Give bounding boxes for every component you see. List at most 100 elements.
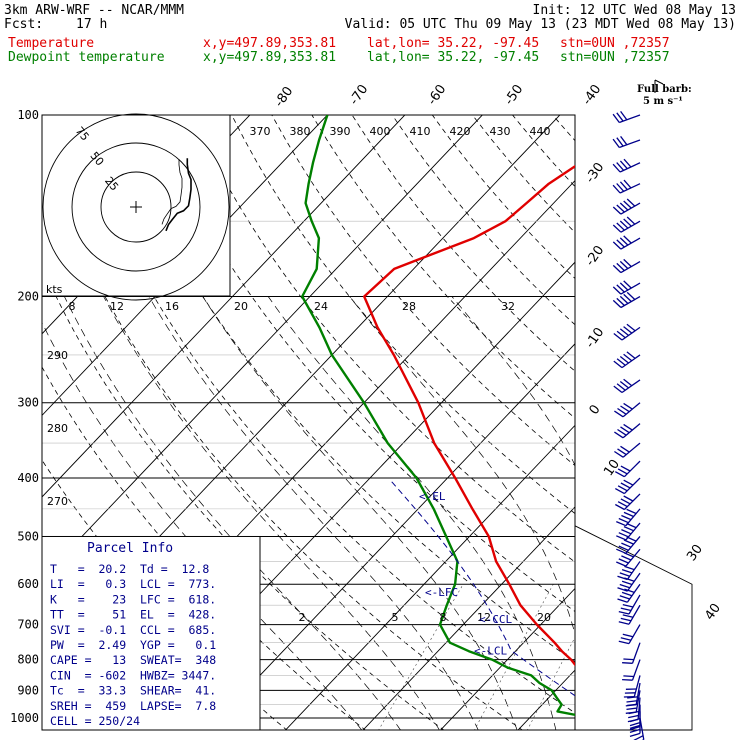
- pressure-label: 200: [17, 290, 39, 304]
- mixing-ratio-label: 2: [299, 611, 306, 624]
- wind-barb-feather: [614, 488, 625, 495]
- wind-barb-feather: [612, 113, 620, 123]
- parcel-info-frame: [41, 535, 261, 731]
- wind-barb-feather: [616, 383, 626, 391]
- level-marker: <-LFC: [425, 586, 458, 599]
- isotherm-label: 0: [587, 402, 604, 417]
- parcel-info-row: Tc = 33.3 SHEAR= 41.: [50, 684, 216, 698]
- wind-barb-feather: [616, 239, 625, 248]
- isotherm-line: [517, 669, 575, 730]
- wind-barb-feather: [623, 495, 634, 502]
- dry-adiabat-line: [472, 115, 575, 234]
- level-marker: <-EL: [419, 490, 446, 503]
- wind-barb-feather: [626, 216, 636, 225]
- wind-barb: [618, 594, 641, 615]
- wind-barb: [622, 659, 641, 681]
- dry-adiabat-line: [673, 115, 740, 731]
- wind-barb: [629, 711, 641, 738]
- wind-barb-feather: [620, 405, 630, 413]
- wind-barb-feather: [616, 183, 625, 192]
- isotherm-line: [207, 343, 575, 730]
- barb-legend-line2: 5 m s⁻¹: [643, 96, 683, 107]
- wind-barb-feather: [629, 732, 641, 738]
- wind-barb: [612, 291, 641, 309]
- theta-e-label: 12: [110, 300, 124, 313]
- dry-adiabat-line: [42, 149, 523, 730]
- wind-barb-feather: [628, 714, 639, 719]
- isotherm-line: [42, 115, 483, 580]
- wind-barb-staff: [620, 282, 641, 295]
- wind-barb-feather: [622, 662, 633, 664]
- dry-adiabat-line: [713, 115, 740, 731]
- pressure-label: 700: [17, 618, 39, 632]
- wind-barb-feather: [614, 471, 625, 478]
- wind-barb-feather: [613, 332, 623, 341]
- wind-barb-feather: [620, 607, 632, 612]
- wind-barb-feather: [627, 703, 638, 707]
- parcel-info-row: CIN = -602 HWBZ= 3447.: [50, 668, 216, 682]
- hodograph-ring: [42, 113, 230, 301]
- theta-label: 290: [47, 349, 68, 362]
- theta-label: 410: [410, 125, 431, 138]
- wind-barb: [618, 624, 641, 645]
- temperature-legend-name: Temperature: [8, 36, 95, 51]
- wind-barb-staff: [620, 237, 641, 250]
- wind-barb-feather: [616, 297, 625, 306]
- wind-barb-feather: [621, 529, 632, 535]
- parcel-info-row: LI = 0.3 LCL = 773.: [50, 577, 216, 591]
- wind-barb: [616, 548, 641, 567]
- wind-barb: [614, 402, 641, 418]
- isotherm-label: 30: [684, 542, 706, 564]
- wind-barb-feather: [617, 428, 627, 436]
- hodograph-units: kts: [46, 283, 63, 296]
- wind-barb: [612, 235, 641, 250]
- parcel-info-row: SREH = 459 LAPSE= 7.8: [50, 699, 216, 713]
- wind-barb-feather: [623, 539, 634, 545]
- wind-barb-staff: [620, 202, 641, 215]
- wind-barb-feather: [623, 423, 633, 431]
- wind-barb-feather: [618, 517, 629, 524]
- wind-barb-feather: [624, 565, 635, 571]
- pressure-label: 100: [17, 108, 39, 122]
- isotherm-line: [439, 587, 575, 730]
- theta-label: 380: [290, 125, 311, 138]
- wind-barb: [612, 179, 641, 194]
- sounding-profiles: [301, 115, 575, 717]
- wind-barb-feather: [623, 402, 633, 410]
- theta-label: 420: [450, 125, 471, 138]
- dry-adiabat-line: [593, 115, 740, 731]
- wind-barb-feather: [616, 112, 624, 122]
- wind-barb-feather: [616, 330, 626, 339]
- isotherm-label: -30: [583, 160, 607, 186]
- mixing-ratio-label: 20: [537, 611, 551, 624]
- wind-barb-feather: [613, 360, 623, 369]
- theta-label: 370: [250, 125, 271, 138]
- wind-barb-feather: [619, 202, 629, 211]
- wind-barb-feather: [619, 583, 630, 589]
- parcel-path: [389, 479, 575, 697]
- wind-barb-feather: [612, 299, 622, 308]
- wind-barb: [612, 216, 641, 233]
- wind-barb-feather: [619, 572, 630, 577]
- mixing-ratio-line: [638, 584, 707, 731]
- wind-barb-feather: [616, 284, 625, 293]
- mixing-ratio-line: [378, 584, 464, 730]
- wind-barb: [617, 583, 641, 603]
- pressure-label: 300: [17, 396, 39, 410]
- wind-barb-feather: [619, 237, 629, 246]
- isotherm-label: -70: [347, 82, 371, 108]
- wind-barb-feather: [624, 577, 635, 582]
- isotherm-label: -10: [583, 325, 607, 351]
- dry-adiabat-line: [191, 115, 575, 563]
- parcel-info-row: CELL = 250/24: [50, 714, 140, 728]
- wind-barb: [613, 323, 641, 341]
- isotherm-line: [595, 102, 740, 731]
- pressure-label: 800: [17, 653, 39, 667]
- wind-barb-feather: [623, 658, 634, 661]
- barb-legend-line1: Full barb:: [637, 84, 692, 95]
- wind-barb-feather: [617, 501, 628, 508]
- isotherm-line: [362, 506, 575, 730]
- wind-barb-feather: [612, 206, 622, 215]
- dewpoint-legend-xy: x,y=497.89,353.81: [203, 50, 337, 65]
